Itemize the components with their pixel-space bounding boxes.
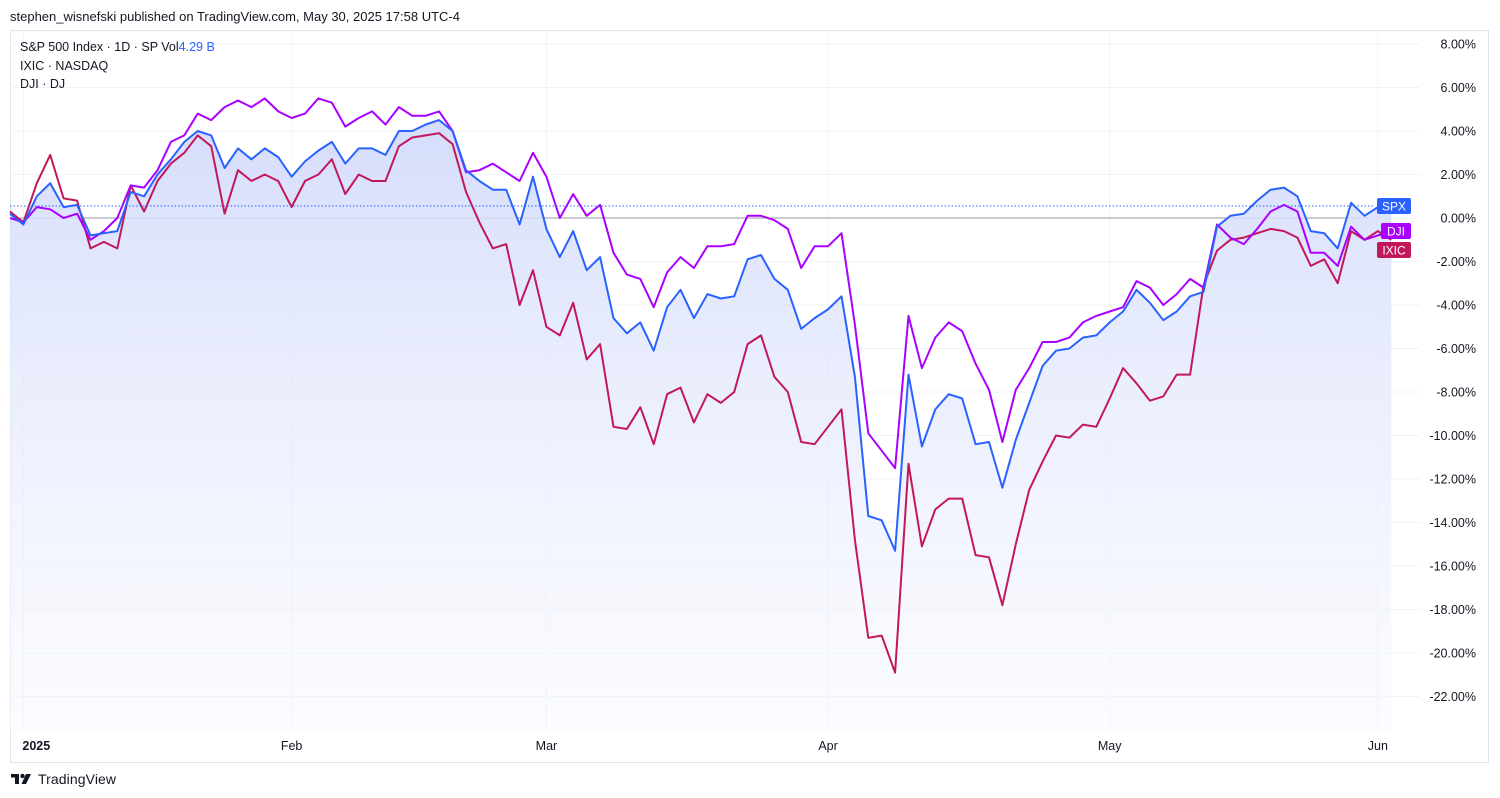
- legend-volume: 4.29 B: [178, 40, 215, 54]
- y-tick-label: -6.00%: [1436, 342, 1476, 356]
- legend-spx[interactable]: S&P 500 Index · 1D · SP Vol4.29 B: [20, 38, 215, 57]
- y-tick-label: 4.00%: [1441, 125, 1476, 139]
- x-tick-label: Apr: [818, 739, 837, 753]
- legend-spx-label: S&P 500 Index · 1D · SP Vol: [20, 40, 179, 54]
- chart-legend: S&P 500 Index · 1D · SP Vol4.29 B IXIC ·…: [20, 38, 215, 94]
- series-line-ixic: [9, 132, 1392, 674]
- last-label-text-spx: SPX: [1382, 199, 1406, 213]
- footer-brand[interactable]: TradingView: [10, 771, 116, 787]
- brand-name: TradingView: [38, 771, 117, 787]
- x-tick-label: Jun: [1368, 739, 1388, 753]
- spx-area: [10, 120, 1392, 731]
- y-tick-label: 2.00%: [1441, 168, 1476, 182]
- last-value-labels: SPX DJI IXIC: [1377, 198, 1411, 258]
- y-tick-label: 6.00%: [1441, 81, 1476, 95]
- y-tick-label: -4.00%: [1436, 299, 1476, 313]
- last-label-dji: [1381, 223, 1411, 239]
- tradingview-logo-icon: [11, 773, 31, 784]
- last-label-spx: [1377, 198, 1411, 215]
- last-label-text-dji: DJI: [1387, 224, 1405, 238]
- x-axis: 2025 Feb Mar Apr May Jun: [22, 739, 1388, 753]
- y-tick-label: 8.00%: [1441, 38, 1476, 52]
- x-tick-label: May: [1098, 739, 1122, 753]
- y-tick-label: -2.00%: [1436, 255, 1476, 269]
- y-tick-label: -8.00%: [1436, 386, 1476, 400]
- series-line-dji: [9, 97, 1392, 470]
- x-tick-label: Mar: [536, 739, 558, 753]
- last-label-ixic: [1377, 242, 1411, 258]
- series-lines: [9, 97, 1392, 674]
- last-label-text-ixic: IXIC: [1382, 243, 1406, 257]
- y-tick-label: -12.00%: [1429, 473, 1476, 487]
- y-tick-label: -10.00%: [1429, 429, 1476, 443]
- y-tick-label: -14.00%: [1429, 516, 1476, 530]
- legend-ixic[interactable]: IXIC · NASDAQ: [20, 58, 109, 73]
- y-tick-label: 0.00%: [1441, 212, 1476, 226]
- legend-dji[interactable]: DJI · DJ: [20, 77, 66, 91]
- x-tick-label: 2025: [22, 739, 50, 753]
- y-tick-label: -16.00%: [1429, 560, 1476, 574]
- y-axis: 8.00% 6.00% 4.00% 2.00% 0.00% -2.00% -4.00% -6.…: [1429, 38, 1476, 705]
- series-line-spx: [9, 119, 1392, 552]
- y-tick-label: -18.00%: [1429, 603, 1476, 617]
- publish-info: stephen_wisnefski published on TradingVi…: [10, 9, 460, 24]
- x-tick-label: Feb: [281, 739, 303, 753]
- y-tick-label: -22.00%: [1429, 690, 1476, 704]
- spx-area-fill: [10, 120, 1392, 731]
- y-tick-label: -20.00%: [1429, 647, 1476, 661]
